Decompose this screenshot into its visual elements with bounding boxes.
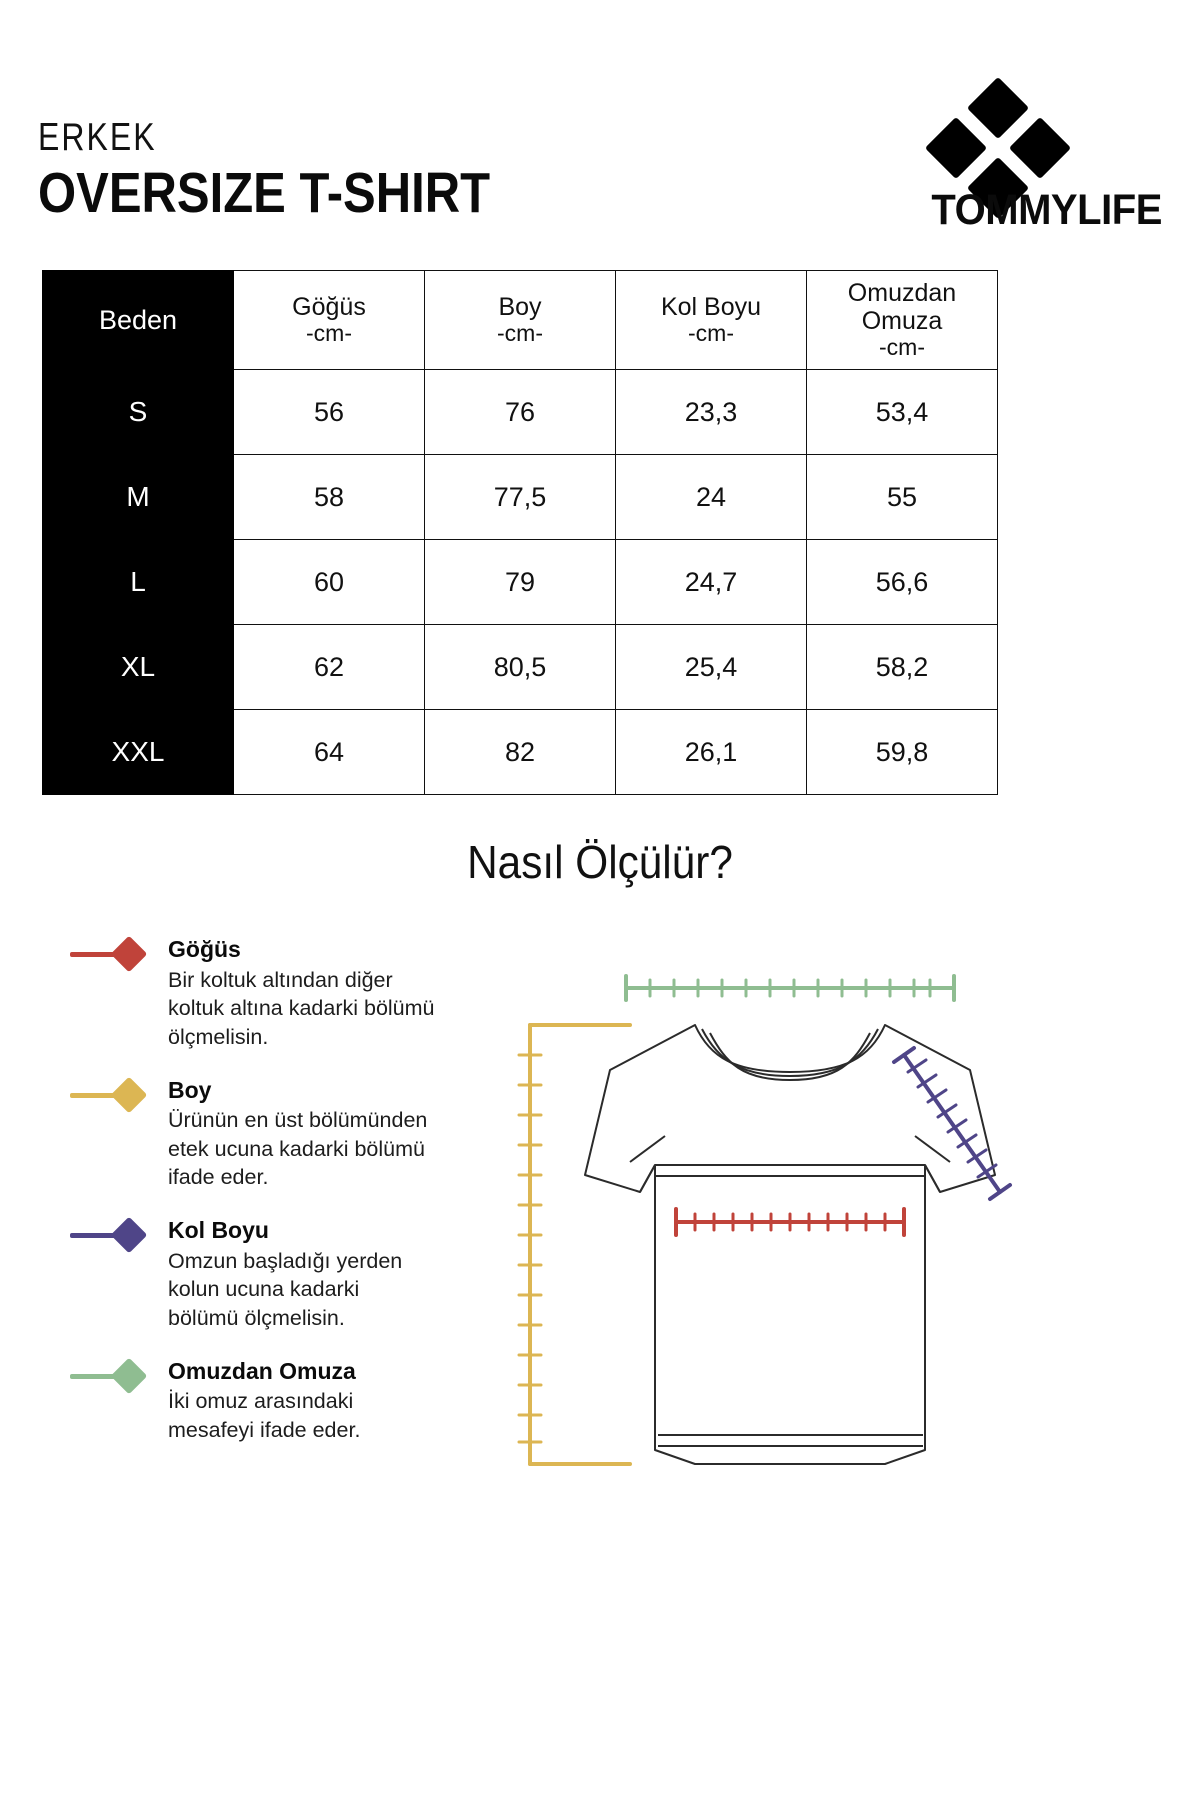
length-measure-line bbox=[517, 1023, 632, 1466]
cell-gogus: 64 bbox=[233, 709, 425, 795]
cell-kol: 24 bbox=[615, 454, 807, 540]
legend-description: Ürünün en üst bölümünden etek ucuna kada… bbox=[168, 1108, 428, 1190]
cell-gogus: 62 bbox=[233, 624, 425, 710]
legend-label: Boy bbox=[168, 1076, 212, 1103]
table-header-row: Beden Göğüs -cm- Boy -cm- Kol Boyu -cm- … bbox=[42, 270, 998, 370]
table-row: M 58 77,5 24 55 bbox=[42, 454, 998, 540]
table-row: L 60 79 24,7 56,6 bbox=[42, 539, 998, 625]
table-row: XL 62 80,5 25,4 58,2 bbox=[42, 624, 998, 710]
legend-text: Kol Boyu Omzun başladığı yerden kolun uc… bbox=[168, 1216, 490, 1333]
page-header: ERKEK OVERSIZE T-SHIRT TOMMYLIFE bbox=[0, 0, 1200, 255]
cell-size: M bbox=[42, 454, 234, 540]
tshirt-outline bbox=[584, 1024, 996, 1465]
column-header-kol-boyu: Kol Boyu -cm- bbox=[615, 270, 807, 370]
column-header-gogus: Göğüs -cm- bbox=[233, 270, 425, 370]
cell-gogus: 58 bbox=[233, 454, 425, 540]
cell-omuz: 56,6 bbox=[806, 539, 998, 625]
legend-description: Omzun başladığı yerden kolun ucuna kadar… bbox=[168, 1248, 403, 1330]
legend-text: Göğüs Bir koltuk altından diğer koltuk a… bbox=[168, 935, 490, 1052]
measurement-legend: Göğüs Bir koltuk altından diğer koltuk a… bbox=[70, 935, 490, 1469]
diamond-top-icon bbox=[966, 76, 1030, 140]
cell-omuz: 58,2 bbox=[806, 624, 998, 710]
diamond-marker-icon bbox=[70, 935, 156, 973]
cell-omuz: 53,4 bbox=[806, 369, 998, 455]
cell-kol: 26,1 bbox=[615, 709, 807, 795]
marker-line bbox=[70, 1373, 126, 1379]
marker-line bbox=[70, 952, 126, 957]
marker-diamond bbox=[110, 1216, 148, 1254]
marker-diamond bbox=[110, 1076, 148, 1113]
sleeve-measure-line bbox=[892, 1046, 1012, 1201]
brand-wordmark: TOMMYLIFE bbox=[931, 186, 1162, 234]
marker-line bbox=[70, 1233, 126, 1239]
marker-line bbox=[70, 1092, 126, 1098]
page-title: OVERSIZE T-SHIRT bbox=[38, 161, 491, 225]
diamond-cluster-icon bbox=[918, 76, 1078, 220]
cell-boy: 77,5 bbox=[424, 454, 616, 540]
cell-boy: 80,5 bbox=[424, 624, 616, 710]
table-row: S 56 76 23,3 53,4 bbox=[42, 369, 998, 455]
tshirt-measurement-diagram bbox=[490, 930, 1090, 1490]
column-header-omuzdan-omuza: Omuzdan Omuza -cm- bbox=[806, 270, 998, 370]
cell-boy: 82 bbox=[424, 709, 616, 795]
legend-text: Boy Ürünün en üst bölümünden etek ucuna … bbox=[168, 1076, 490, 1193]
diamond-marker-icon bbox=[70, 1076, 156, 1113]
cell-gogus: 60 bbox=[233, 539, 425, 625]
cell-boy: 76 bbox=[424, 369, 616, 455]
legend-item-omuzdan-omuza: Omuzdan Omuza İki omuz arasındaki mesafe… bbox=[70, 1357, 490, 1445]
cell-boy: 79 bbox=[424, 539, 616, 625]
legend-description: Bir koltuk altından diğer koltuk altına … bbox=[168, 967, 435, 1049]
cell-kol: 25,4 bbox=[615, 624, 807, 710]
legend-label: Göğüs bbox=[168, 936, 241, 962]
legend-item-boy: Boy Ürünün en üst bölümünden etek ucuna … bbox=[70, 1076, 490, 1193]
marker-diamond bbox=[110, 1357, 148, 1394]
title-block: ERKEK OVERSIZE T-SHIRT bbox=[38, 118, 564, 225]
chest-measure-line bbox=[674, 1207, 906, 1237]
table-row: XXL 64 82 26,1 59,8 bbox=[42, 709, 998, 795]
column-header-beden: Beden bbox=[42, 270, 234, 370]
cell-size: S bbox=[42, 369, 234, 455]
marker-diamond bbox=[110, 935, 148, 973]
cell-size: L bbox=[42, 539, 234, 625]
legend-text: Omuzdan Omuza İki omuz arasındaki mesafe… bbox=[168, 1357, 490, 1445]
legend-description: İki omuz arasındaki mesafeyi ifade eder. bbox=[168, 1389, 361, 1442]
size-chart-table: Beden Göğüs -cm- Boy -cm- Kol Boyu -cm- … bbox=[42, 270, 998, 795]
cell-omuz: 55 bbox=[806, 454, 998, 540]
cell-size: XXL bbox=[42, 709, 234, 795]
column-header-boy: Boy -cm- bbox=[424, 270, 616, 370]
diamond-right-icon bbox=[1008, 116, 1072, 180]
how-to-measure-title: Nasıl Ölçülür? bbox=[467, 836, 733, 888]
legend-label: Omuzdan Omuza bbox=[168, 1357, 356, 1384]
diamond-left-icon bbox=[924, 116, 988, 180]
legend-item-gogus: Göğüs Bir koltuk altından diğer koltuk a… bbox=[70, 935, 490, 1052]
shoulder-measure-line bbox=[624, 974, 956, 1002]
cell-omuz: 59,8 bbox=[806, 709, 998, 795]
cell-gogus: 56 bbox=[233, 369, 425, 455]
legend-label: Kol Boyu bbox=[168, 1217, 269, 1244]
legend-item-kol-boyu: Kol Boyu Omzun başladığı yerden kolun uc… bbox=[70, 1216, 490, 1333]
diamond-marker-icon bbox=[70, 1216, 156, 1254]
cell-size: XL bbox=[42, 624, 234, 710]
diamond-marker-icon bbox=[70, 1357, 156, 1394]
cell-kol: 23,3 bbox=[615, 369, 807, 455]
brand-logo: TOMMYLIFE bbox=[892, 76, 1162, 236]
category-eyebrow: ERKEK bbox=[38, 116, 157, 159]
cell-kol: 24,7 bbox=[615, 539, 807, 625]
